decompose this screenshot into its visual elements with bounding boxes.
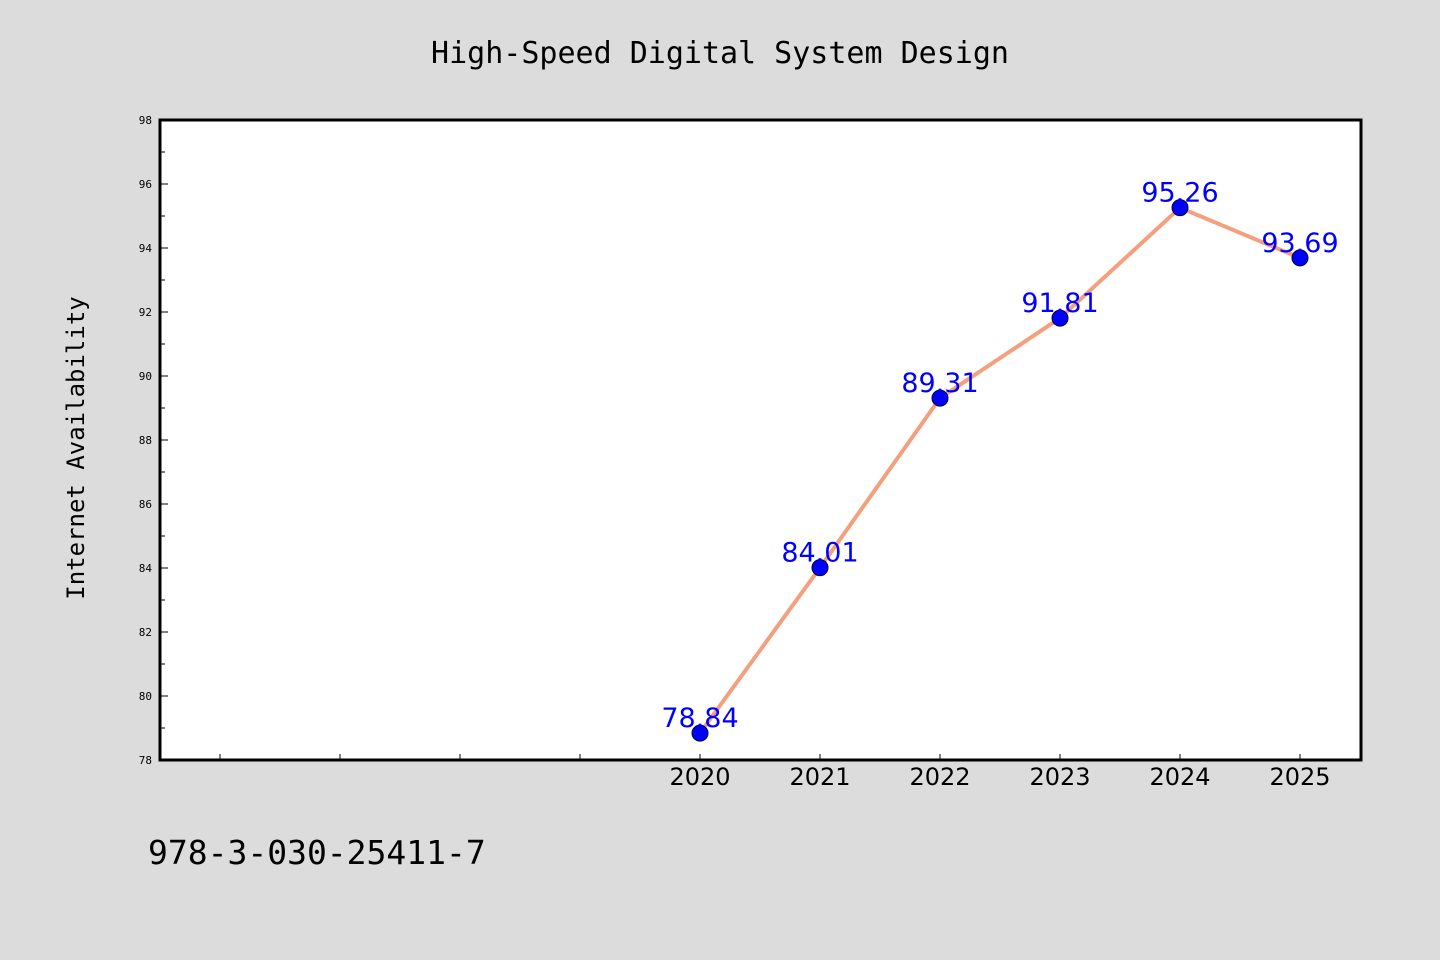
y-tick-label: 88 [139,434,152,447]
data-point [1051,309,1069,327]
data-point [931,389,949,407]
y-tick-label: 78 [139,754,152,767]
y-tick-label: 94 [139,242,153,255]
x-tick-label: 2022 [909,763,970,791]
x-tick-label: 2020 [669,763,730,791]
x-tick-label: 2021 [789,763,850,791]
data-point [1171,199,1189,217]
y-tick-label: 98 [139,114,152,127]
x-axis: 2020 2021 2022 2023 2024 2025 [219,754,1331,791]
y-axis-label: Internet Availability [62,296,90,599]
data-label: 93.69 [1261,228,1338,259]
data-point [691,724,709,742]
data-label: 89.31 [901,368,978,399]
isbn-label: 978-3-030-25411-7 [148,833,486,872]
data-labels: 78.84 84.01 89.31 91.81 95.26 93.69 [661,178,1338,734]
data-label: 78.84 [661,703,738,734]
y-tick-label: 80 [139,690,152,703]
data-label: 95.26 [1141,178,1218,209]
chart-title: High-Speed Digital System Design [431,36,1009,71]
plot-frame [158,118,1363,762]
x-tick-label: 2023 [1029,763,1090,791]
x-tick-label: 2025 [1269,763,1330,791]
data-series [691,199,1309,742]
data-point [1291,249,1309,267]
series-line [698,205,1302,736]
y-tick-label: 84 [139,562,153,575]
y-tick-label: 92 [139,306,152,319]
data-point [811,559,829,577]
data-label: 84.01 [781,538,858,569]
y-tick-label: 86 [139,498,152,511]
y-tick-label: 96 [139,178,152,191]
y-tick-label: 90 [139,370,152,383]
x-tick-label: 2024 [1149,763,1210,791]
data-label: 91.81 [1021,288,1098,319]
y-tick-label: 82 [139,626,152,639]
